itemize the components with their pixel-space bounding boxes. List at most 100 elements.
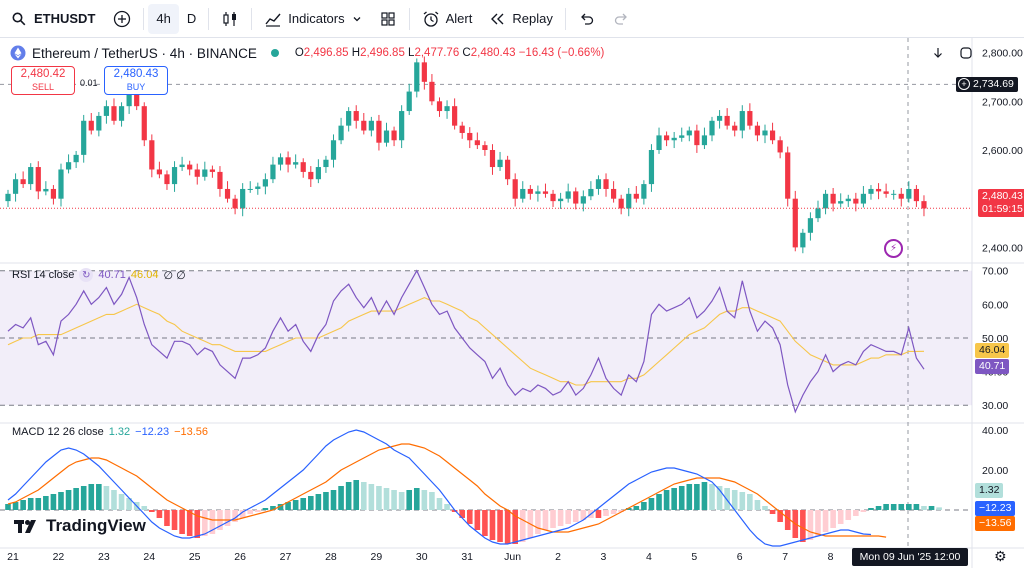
maximize-icon[interactable] [956,44,976,62]
macd-histogram-bar [360,482,367,510]
undo-button[interactable] [570,4,604,34]
candle [838,201,844,204]
macd-signal-line [7,443,887,538]
macd-histogram-bar [459,510,465,518]
redo-button[interactable] [604,4,638,34]
chart-canvas[interactable]: 2,400.002,500.002,600.002,700.002,800.00… [0,38,1024,568]
settings-gear-icon[interactable]: ⚙ [994,548,1007,564]
rsi-ma-tag: 46.04 [975,343,1010,358]
price-change: −16.43 (−0.66%) [518,47,605,59]
lightning-icon[interactable]: ⚡ [884,239,903,258]
macd-histogram-bar [466,510,473,524]
time-tick-label: 30 [416,551,428,563]
candle [224,188,231,199]
macd-histogram-bar [5,504,11,510]
macd-histogram-bar [323,492,329,510]
time-tick-label: 31 [461,551,473,563]
macd-histogram-bar [701,482,708,510]
macd-histogram-bar [338,486,344,510]
replay-button[interactable]: Replay [480,4,560,34]
time-tick-label: 7 [782,551,788,563]
macd-histogram-bar [762,506,768,510]
macd-histogram-bar [391,490,397,510]
sell-button[interactable]: 2,480.42 SELL [11,66,75,95]
macd-histogram-bar [648,498,655,510]
macd-histogram-bar [739,492,746,510]
time-tick-label: 25 [189,551,201,563]
macd-histogram-bar [300,498,307,510]
macd-signal-tag: −13.56 [975,516,1016,531]
time-tick-label: 29 [371,551,383,563]
macd-histogram-bar [800,510,806,542]
macd-histogram-bar [156,510,163,518]
macd-histogram-bar [368,484,375,510]
candle [815,208,821,219]
macd-histogram-bar [550,510,556,528]
macd-histogram-bar [633,506,640,510]
candle [898,193,904,199]
price-tick-label: 2,800.00 [982,48,1023,60]
price-tick-label: 2,700.00 [982,96,1023,108]
candle [330,140,337,160]
chart-type-button[interactable] [213,4,247,34]
add-symbol-icon[interactable] [113,10,131,28]
macd-line [7,429,872,547]
macd-histogram-bar [35,498,42,510]
macd-histogram-bar [830,510,836,528]
macd-histogram-bar [535,510,541,534]
macd-histogram-bar [118,494,125,510]
macd-histogram-bar [610,510,617,514]
macd-histogram-bar [12,502,19,510]
buy-button[interactable]: 2,480.43 BUY [104,66,168,95]
interval-daily-button[interactable]: D [186,11,197,26]
candle [686,130,692,136]
candle [376,120,382,143]
rsi-ma-line [7,296,925,386]
candles-icon [221,10,239,28]
macd-histogram-bar [565,510,571,524]
macd-histogram-bar [406,490,413,510]
macd-histogram-bar [686,484,693,510]
candle [822,193,829,209]
candle [648,150,655,185]
symbol-search[interactable]: ETHUSDT [0,10,103,28]
candle [315,167,321,180]
time-tick-label: 22 [53,551,65,563]
candle [383,130,390,143]
macd-histogram-bar [247,510,254,514]
chart-legend: Ethereum / TetherUS · 4h · BINANCE O2,49… [10,44,604,62]
rsi-sync-icon[interactable]: ↻ [79,268,94,282]
candle [277,157,284,165]
macd-histogram-bar [50,494,57,510]
time-tick-label: 28 [325,551,337,563]
collapse-arrow-icon[interactable] [928,44,948,62]
candle [489,150,496,168]
candle [474,140,480,146]
candle [368,120,374,131]
layouts-button[interactable] [371,4,405,34]
candle [550,193,556,202]
macd-histogram-bar [111,490,117,510]
macd-histogram-bar [671,488,677,510]
candle [187,164,193,170]
candle [467,132,473,141]
candle [868,188,874,194]
tradingview-logo: TradingView [14,516,146,536]
interval-4h-button[interactable]: 4h [148,3,179,34]
candle [262,179,268,187]
macd-histogram-bar [232,510,238,522]
macd-histogram-bar [754,500,761,510]
indicators-button[interactable]: Indicators [256,4,370,34]
alert-button[interactable]: Alert [414,4,481,34]
macd-histogram-bar [88,484,95,510]
macd-histogram-bar [96,484,102,510]
time-tick-label: Jun [504,551,521,563]
candle [482,145,488,150]
macd-histogram-bar [807,510,814,540]
candle [179,164,185,168]
macd-histogram-bar [815,510,821,536]
candle [641,184,647,199]
macd-histogram-bar [890,504,897,510]
ethereum-logo-icon [10,44,26,62]
top-toolbar: ETHUSDT 4h D Indicators Alert [0,0,1024,38]
